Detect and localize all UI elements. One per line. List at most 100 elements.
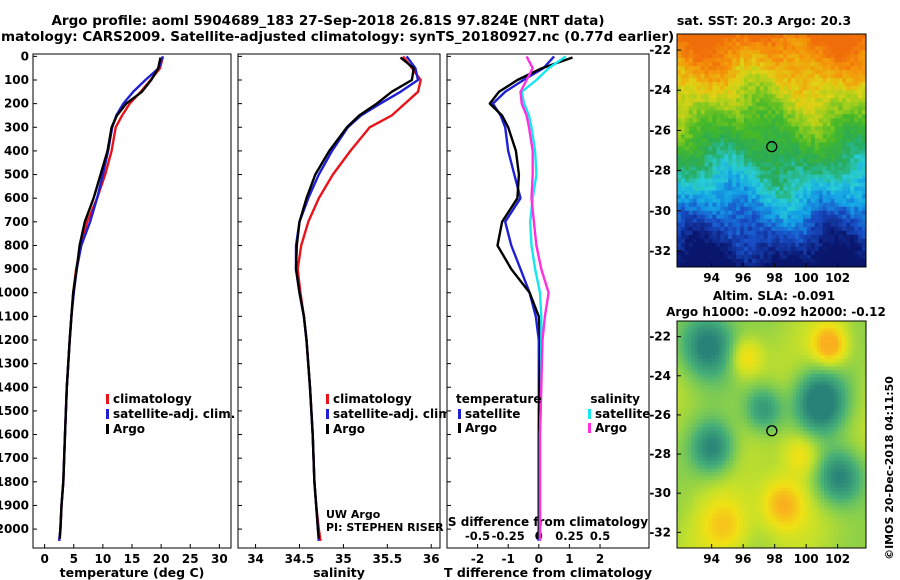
y-tick-label: -32 (649, 244, 671, 258)
map-cell (747, 389, 752, 394)
map-cell (803, 46, 808, 51)
map-cell (778, 377, 783, 383)
map-cell (768, 358, 773, 364)
map-cell (728, 146, 733, 152)
map-cell (680, 430, 685, 436)
map-cell (814, 34, 820, 39)
map-cell (858, 114, 863, 119)
map-cell (818, 186, 824, 192)
map-cell (736, 58, 741, 63)
map-cell (688, 118, 694, 123)
map-cell (838, 250, 843, 256)
map-cell (684, 423, 689, 428)
map-cell (712, 408, 717, 413)
map-cell (799, 78, 804, 83)
map-cell (838, 102, 843, 107)
map-cell (854, 218, 859, 224)
map-cell (708, 110, 714, 115)
map-cell (759, 258, 765, 264)
map-cell (736, 355, 741, 360)
map-cell (845, 423, 850, 428)
map-cell (782, 423, 787, 428)
map-cell (850, 142, 855, 148)
map-cell (767, 162, 773, 168)
map-cell (820, 442, 825, 447)
map-cell (771, 94, 777, 99)
map-cell (850, 38, 855, 43)
map-cell (783, 114, 788, 119)
map-cell (722, 324, 727, 330)
map-cell (842, 90, 847, 95)
difference-panel: -2 -1 0 1 2T difference from climatology-0.5… (444, 53, 652, 580)
map-cell (768, 434, 773, 439)
map-cell (708, 162, 714, 168)
map-cell (704, 214, 710, 220)
map-cell (814, 258, 820, 264)
map-cell (820, 457, 825, 462)
map-cell (855, 426, 860, 432)
map-cell (677, 190, 682, 196)
map-cell (719, 355, 724, 360)
y-tick-label: -30 (649, 204, 671, 218)
map-cell (768, 404, 773, 409)
map-cell (729, 351, 734, 356)
map-cell (747, 70, 753, 75)
map-cell (850, 74, 855, 79)
legend-label: satellite-adj. clim. (113, 407, 235, 421)
map-cell (782, 332, 787, 337)
map-cell (677, 158, 682, 164)
map-cell (775, 190, 780, 196)
map-cell (854, 234, 859, 240)
map-cell (771, 242, 777, 248)
map-cell (712, 230, 717, 236)
map-cell (743, 90, 749, 95)
map-cell (799, 400, 804, 405)
map-cell (779, 74, 784, 79)
map-cell (841, 419, 846, 424)
map-cell (708, 358, 713, 364)
map-cell (775, 210, 780, 216)
map-cell (779, 234, 784, 240)
map-cell (782, 370, 787, 375)
map-cell (712, 190, 717, 196)
map-cell (726, 457, 731, 462)
map-cell (684, 178, 690, 184)
x-tick-label: 35.5 (372, 552, 402, 566)
map-cell (850, 198, 855, 204)
map-cell (715, 389, 720, 394)
map-cell (826, 58, 832, 63)
map-cell (785, 442, 790, 447)
map-cell (736, 358, 741, 364)
map-cell (834, 126, 840, 132)
map-cell (736, 438, 741, 443)
map-cell (708, 423, 713, 428)
map-cell (759, 98, 765, 103)
map-cell (767, 42, 773, 47)
map-cell (810, 366, 815, 371)
map-cell (830, 198, 836, 204)
map-cell (817, 336, 822, 341)
map-cell (779, 42, 784, 47)
map-cell (720, 178, 725, 184)
map-cell (846, 194, 851, 200)
map-cell (701, 445, 706, 451)
map-cell (818, 162, 824, 168)
map-cell (759, 102, 765, 107)
map-cell (740, 426, 745, 432)
map-cell (687, 430, 692, 436)
map-cell (795, 222, 800, 228)
map-cell (716, 62, 721, 67)
map-cell (795, 50, 800, 55)
map-cell (728, 34, 733, 39)
map-cell (783, 238, 788, 244)
map-cell (782, 426, 787, 432)
map-cell (763, 150, 769, 156)
map-cell (775, 373, 780, 379)
map-cell (826, 230, 832, 236)
map-cell (858, 258, 863, 264)
map-cell (831, 408, 836, 413)
map-cell (846, 166, 851, 172)
map-cell (810, 94, 816, 99)
map-cell (822, 154, 828, 160)
map-cell (694, 457, 699, 462)
